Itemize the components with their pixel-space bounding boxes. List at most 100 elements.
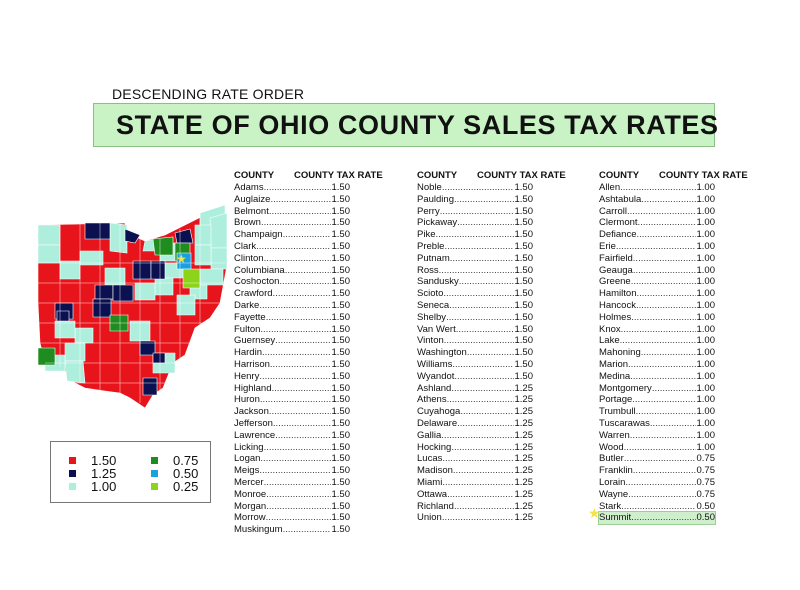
dot-leader bbox=[456, 324, 514, 336]
county-name: Miami bbox=[417, 476, 443, 488]
dot-leader bbox=[467, 347, 514, 359]
county-marion bbox=[104, 267, 126, 286]
county-rate: 1.00 bbox=[696, 193, 716, 205]
county-name: Morgan bbox=[234, 500, 267, 512]
county-rate: 1.50 bbox=[331, 182, 351, 193]
county-row: Trumbull 1.00 bbox=[599, 406, 715, 418]
county-name: Sandusky bbox=[417, 276, 459, 288]
county-rate: 1.25 bbox=[514, 476, 534, 488]
county-name: Franklin bbox=[599, 465, 633, 477]
dot-leader bbox=[435, 229, 513, 241]
county-row: Fulton 1.50 bbox=[234, 324, 350, 336]
county-rate: 1.50 bbox=[331, 488, 351, 500]
county-name: Shelby bbox=[417, 311, 447, 323]
county-row: Scioto 1.50 bbox=[417, 288, 533, 300]
county-rate: 1.50 bbox=[331, 323, 351, 335]
county-row: Jefferson 1.50 bbox=[234, 418, 350, 430]
county-row: Pike 1.50 bbox=[417, 229, 533, 241]
county-name: Noble bbox=[417, 182, 442, 193]
county-rate: 1.00 bbox=[696, 182, 716, 193]
county-row: Morrow 1.50 bbox=[234, 512, 350, 524]
county-lucas bbox=[84, 222, 111, 240]
dot-leader bbox=[273, 288, 331, 300]
dot-leader bbox=[439, 265, 514, 277]
county-rate: 1.50 bbox=[514, 335, 534, 347]
county-row: Meigs 1.50 bbox=[234, 465, 350, 477]
dot-leader bbox=[451, 383, 513, 395]
county-rate: 1.25 bbox=[514, 500, 534, 512]
dot-leader bbox=[621, 501, 695, 513]
county-name: Wyandot bbox=[417, 370, 455, 382]
county-row: Ashland 1.25 bbox=[417, 383, 533, 395]
county-name: Lucas bbox=[417, 453, 443, 465]
dot-leader bbox=[636, 300, 696, 312]
county-name: Paulding bbox=[417, 193, 454, 205]
dot-leader bbox=[450, 253, 514, 265]
county-ashtabula bbox=[209, 212, 228, 249]
county-row: Muskingum 1.50 bbox=[234, 524, 350, 536]
county-row: Hamilton 1.00 bbox=[599, 288, 715, 300]
dot-leader bbox=[446, 312, 513, 324]
dot-leader bbox=[632, 394, 695, 406]
county-warren bbox=[64, 342, 86, 362]
county-name: Perry bbox=[417, 205, 440, 217]
county-name: Auglaize bbox=[234, 193, 271, 205]
dot-leader bbox=[442, 477, 513, 489]
dot-leader bbox=[260, 394, 331, 406]
county-name: Brown bbox=[234, 217, 261, 229]
county-rate: 1.50 bbox=[331, 358, 351, 370]
county-name: Pickaway bbox=[417, 217, 458, 229]
county-athens-b bbox=[152, 352, 166, 364]
county-allen bbox=[59, 260, 81, 280]
county-name: Fayette bbox=[234, 311, 266, 323]
dot-leader bbox=[460, 406, 513, 418]
dot-leader bbox=[283, 524, 331, 536]
county-clermont bbox=[64, 360, 86, 384]
legend-label: 1.25 bbox=[91, 466, 117, 481]
county-row: Ross 1.50 bbox=[417, 265, 533, 277]
rate-header: COUNTY TAX RATE bbox=[659, 170, 748, 181]
county-name: Jackson bbox=[234, 406, 269, 418]
county-rate: 1.00 bbox=[696, 205, 716, 217]
county-name: Allen bbox=[599, 182, 621, 193]
dot-leader bbox=[270, 359, 331, 371]
dot-leader bbox=[264, 477, 331, 489]
county-row: Butler 0.75 bbox=[599, 453, 715, 465]
county-rate: 1.00 bbox=[696, 417, 716, 429]
dot-leader bbox=[273, 418, 331, 430]
county-row: Fairfield 1.00 bbox=[599, 253, 715, 265]
county-name: Clark bbox=[234, 240, 257, 252]
county-row: Williams 1.50 bbox=[417, 359, 533, 371]
dot-leader bbox=[285, 265, 331, 277]
county-name: Clinton bbox=[234, 252, 264, 264]
county-row: Adams 1.50 bbox=[234, 182, 350, 194]
county-holmes bbox=[154, 277, 174, 296]
county-name: Columbiana bbox=[234, 264, 285, 276]
county-name: Summit bbox=[599, 512, 632, 524]
dot-leader bbox=[262, 347, 331, 359]
dot-leader bbox=[447, 394, 514, 406]
county-rate: 1.50 bbox=[514, 276, 534, 288]
county-rate: 1.00 bbox=[696, 276, 716, 288]
dot-leader bbox=[454, 501, 514, 513]
county-rate: 1.25 bbox=[514, 465, 534, 477]
county-row: Putnam 1.50 bbox=[417, 253, 533, 265]
dot-leader bbox=[638, 217, 696, 229]
county-row: Holmes 1.00 bbox=[599, 312, 715, 324]
county-name: Erie bbox=[599, 240, 616, 252]
county-name: Medina bbox=[599, 370, 631, 382]
county-rate: 1.50 bbox=[331, 476, 351, 488]
county-row: Portage 1.00 bbox=[599, 394, 715, 406]
county-name: Holmes bbox=[599, 311, 632, 323]
county-rate: 1.50 bbox=[331, 512, 351, 524]
county-defiance bbox=[37, 244, 61, 264]
county-header: COUNTY bbox=[599, 170, 640, 181]
rate-header: COUNTY TAX RATE bbox=[477, 170, 566, 181]
ohio-county-map: ★ bbox=[37, 204, 228, 409]
dot-leader bbox=[459, 276, 514, 288]
county-wood bbox=[109, 222, 128, 254]
legend-swatch bbox=[151, 470, 158, 477]
star-icon: ★ bbox=[588, 505, 601, 521]
county-name: Marion bbox=[599, 358, 629, 370]
county-rate: 1.50 bbox=[514, 240, 534, 252]
